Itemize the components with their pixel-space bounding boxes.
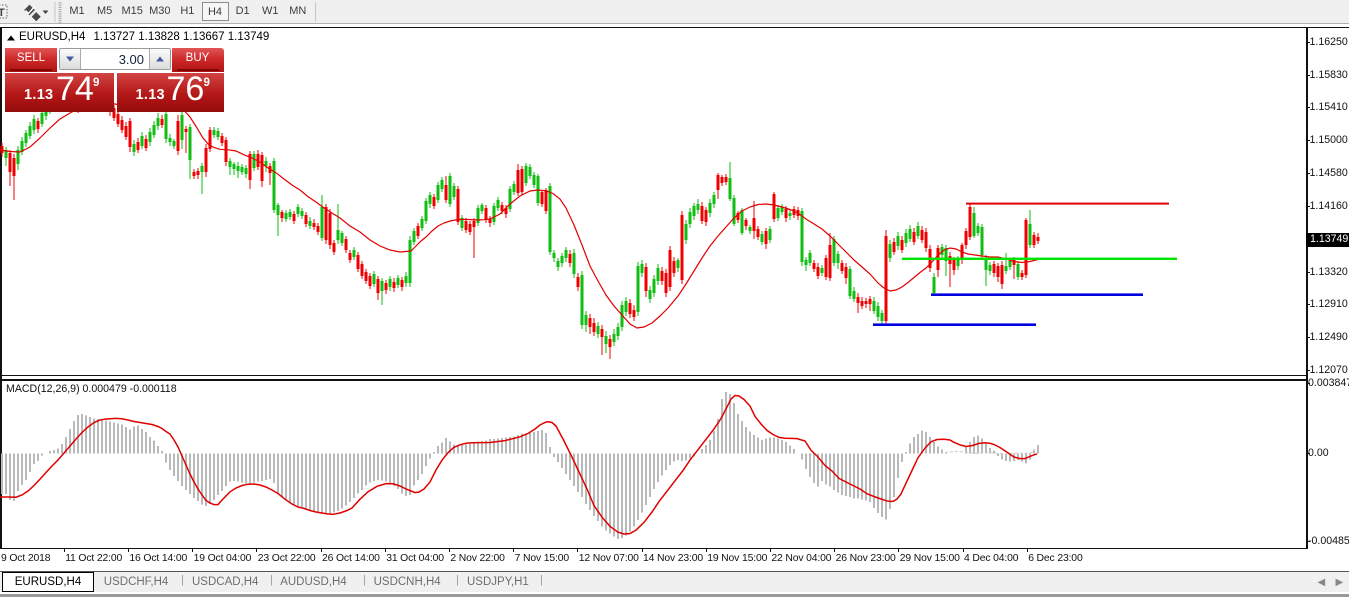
svg-text:T: T — [0, 7, 5, 19]
